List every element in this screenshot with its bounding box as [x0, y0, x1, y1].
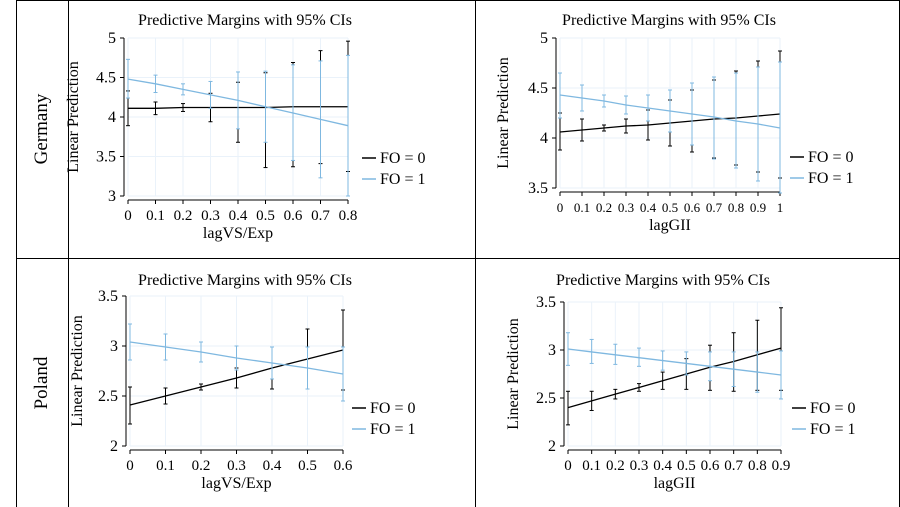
chart-germany-lagvs: 3 3.5 4 4.5 5 0 0.1 0.2 0.3 0.4 0.5 0.6 0.7 0.8 Predic…: [65, 12, 425, 242]
y-tick-label: 3: [108, 188, 116, 205]
y-tick-label: 4: [108, 109, 116, 126]
y-tick-label: 2.5: [536, 390, 556, 407]
x-tick-label: 0.1: [582, 458, 601, 474]
table-column-divider: [475, 0, 476, 507]
y-tick-label: 3.5: [536, 294, 556, 311]
chart-title: Predictive Margins with 95% CIs: [556, 272, 770, 289]
x-tick-label: 0.9: [750, 200, 766, 215]
chart-title: Predictive Margins with 95% CIs: [562, 12, 776, 29]
x-tick-label: 0.7: [311, 208, 330, 224]
x-tick-label: 0.6: [701, 458, 720, 474]
x-axis-label: lagVS/Exp: [201, 475, 271, 492]
x-tick-label: 0.4: [263, 458, 282, 474]
x-tick-label: 0.2: [596, 200, 612, 215]
x-tick-label: 0.8: [728, 200, 744, 215]
x-tick-label: 0.5: [298, 458, 317, 474]
y-tick-label: 2: [548, 438, 556, 455]
legend-label-0: FO = 0: [380, 150, 425, 167]
legend-label-1: FO = 1: [380, 171, 425, 188]
y-tick-label: 4.5: [528, 80, 548, 97]
x-tick-label: 0.7: [724, 458, 743, 474]
x-tick-label: 0.4: [229, 208, 248, 224]
x-tick-label: 0.7: [706, 200, 723, 215]
y-axis-label: Linear Prediction: [495, 57, 512, 169]
y-tick-label: 2: [110, 438, 118, 455]
x-tick-label: 0.5: [662, 200, 678, 215]
chart-title: Predictive Margins with 95% CIs: [138, 12, 352, 29]
y-tick-label: 3: [548, 342, 556, 359]
x-tick-label: 0: [564, 458, 572, 474]
x-tick-label: 0: [126, 458, 134, 474]
x-tick-label: 0.2: [606, 458, 625, 474]
y-tick-label: 2.5: [98, 388, 118, 405]
y-tick-label: 4: [540, 130, 548, 147]
x-tick-label: 0.4: [640, 200, 657, 215]
legend-label-0: FO = 0: [370, 400, 415, 417]
chart-germany-laggii: 3.5 4 4.5 5 0 0.1 0.2 0.3 0.4 0.5 0.6 0.7 0.8 0.9 1 Pre…: [495, 12, 853, 234]
x-tick-label: 0.6: [284, 208, 303, 224]
x-tick-label: 0.9: [772, 458, 791, 474]
chart-poland-laggii: 2 2.5 3 3.5 0 0.1 0.2 0.3 0.4 0.5 0.6 0.7 0.8 0.9 Pred…: [505, 272, 855, 492]
x-tick-label: 0.5: [256, 208, 275, 224]
table-border-left: [16, 0, 17, 507]
y-tick-label: 3.5: [98, 288, 118, 305]
legend-label-1: FO = 1: [808, 170, 853, 187]
chart-poland-lagvs: 2 2.5 3 3.5 0 0.1 0.2 0.3 0.4 0.5 0.6 Predictive Ma…: [69, 272, 415, 492]
y-axis-label: Linear Prediction: [65, 61, 82, 173]
x-tick-label: 0.8: [339, 208, 358, 224]
y-axis-label: Linear Prediction: [69, 315, 86, 427]
x-tick-label: 0.3: [201, 208, 220, 224]
y-tick-label: 4.5: [96, 70, 116, 87]
x-tick-label: 0.3: [630, 458, 649, 474]
x-tick-label: 0: [557, 200, 564, 215]
x-tick-label: 0.1: [156, 458, 175, 474]
y-tick-label: 3: [110, 338, 118, 355]
x-axis-label: lagGII: [654, 475, 696, 492]
x-tick-label: 0.2: [174, 208, 193, 224]
chart-title: Predictive Margins with 95% CIs: [138, 272, 352, 289]
x-tick-label: 0.2: [192, 458, 211, 474]
y-axis-label: Linear Prediction: [505, 318, 522, 430]
series-line-fo1: [129, 341, 344, 375]
legend-label-0: FO = 0: [808, 149, 853, 166]
legend-label-0: FO = 0: [810, 400, 855, 417]
x-tick-label: 0: [124, 208, 132, 224]
series-line-fo1: [567, 348, 782, 376]
x-tick-label: 0.1: [574, 200, 590, 215]
x-tick-label: 1: [777, 200, 784, 215]
legend-label-1: FO = 1: [810, 421, 855, 438]
table-label-divider: [68, 0, 69, 507]
y-tick-label: 3.5: [96, 149, 116, 166]
legend-label-1: FO = 1: [370, 421, 415, 438]
x-tick-label: 0.8: [748, 458, 767, 474]
x-tick-label: 0.6: [334, 458, 353, 474]
series-line-fo1: [559, 94, 781, 129]
table-row-divider: [16, 258, 900, 259]
x-tick-label: 0.3: [618, 200, 634, 215]
x-tick-label: 0.6: [684, 200, 701, 215]
x-axis-label: lagVS/Exp: [203, 225, 273, 242]
x-tick-label: 0.3: [227, 458, 246, 474]
x-tick-label: 0.5: [677, 458, 696, 474]
x-tick-label: 0.4: [653, 458, 672, 474]
series-line-fo1: [127, 78, 349, 127]
x-axis-label: lagGII: [649, 217, 691, 234]
y-tick-label: 5: [108, 30, 116, 47]
x-tick-label: 0.1: [146, 208, 165, 224]
table-border-top: [16, 0, 900, 1]
y-tick-label: 5: [540, 30, 548, 47]
series-line-fo0: [567, 347, 782, 409]
y-tick-label: 3.5: [528, 180, 548, 197]
